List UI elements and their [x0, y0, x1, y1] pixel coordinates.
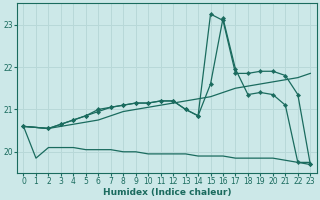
- X-axis label: Humidex (Indice chaleur): Humidex (Indice chaleur): [103, 188, 231, 197]
